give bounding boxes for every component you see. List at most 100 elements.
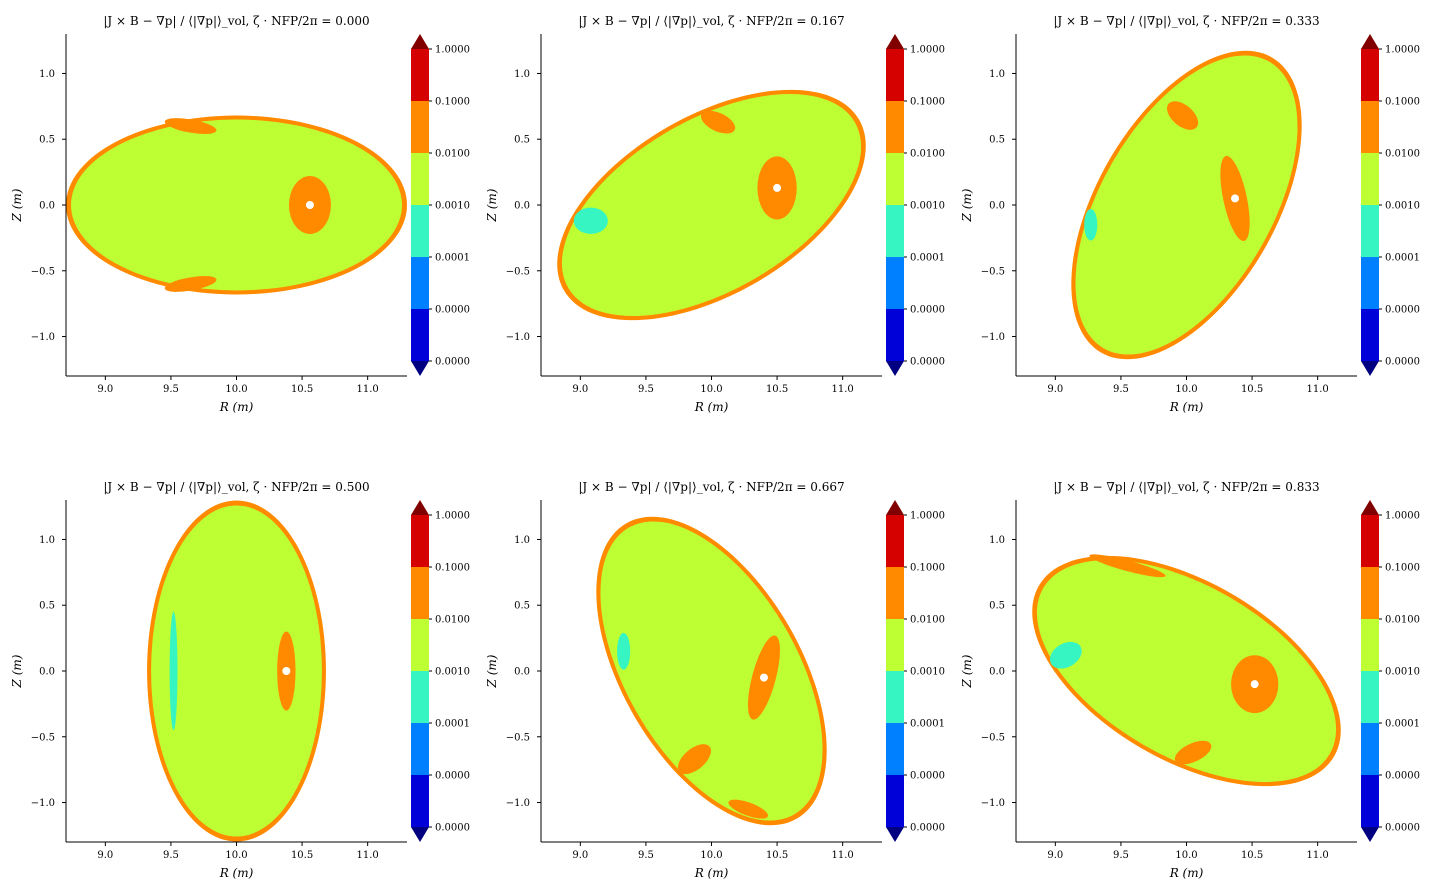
colorbar-tick-label: 0.0000: [435, 305, 470, 316]
colorbar-tick-label: 0.0100: [435, 149, 470, 160]
y-tick-label: 1.0: [989, 535, 1005, 546]
x-tick-label: 10.5: [766, 384, 788, 395]
colorbar: 1.0000 0.1000 0.0100 0.0010 0.0001 0.0000 0.00…: [886, 34, 945, 376]
colorbar-extend-min: [1361, 361, 1379, 376]
x-tick-label: 10.0: [225, 384, 247, 395]
colorbar-tick-label: 0.0000: [910, 823, 945, 834]
y-tick-label: 0.5: [989, 601, 1005, 612]
y-tick-label: 0.5: [39, 135, 55, 146]
x-tick-label: 9.0: [97, 384, 113, 395]
x-tick-label: 11.0: [1307, 850, 1329, 861]
y-tick-label: −1.0: [981, 798, 1005, 809]
y-tick-label: −0.5: [981, 732, 1005, 743]
y-axis-label: Z (m): [10, 654, 24, 688]
x-tick-label: 9.0: [1047, 850, 1063, 861]
colorbar-extend-max: [886, 500, 904, 515]
colorbar-tick-label: 0.0001: [1385, 719, 1420, 730]
subplot-1: |J × B − ∇p| / ⟨|∇p|⟩_vol, ζ · NFP/2π = …: [10, 14, 470, 414]
colorbar-segment: [1361, 309, 1379, 362]
colorbar-extend-min: [1361, 827, 1379, 842]
colorbar-tick-label: 0.0100: [435, 615, 470, 626]
colorbar-segment: [886, 567, 904, 620]
x-tick-label: 11.0: [357, 384, 379, 395]
cross-section: [71, 119, 402, 291]
colorbar-segment: [886, 723, 904, 776]
colorbar-tick-label: 0.0000: [1385, 771, 1420, 782]
colorbar-tick-label: 0.0001: [910, 719, 945, 730]
colorbar: 1.0000 0.1000 0.0100 0.0010 0.0001 0.0000 0.00…: [411, 34, 470, 376]
y-tick-label: 0.0: [39, 201, 55, 212]
y-axis-label: Z (m): [960, 654, 974, 688]
colorbar-extend-max: [411, 34, 429, 49]
y-tick-label: −1.0: [31, 798, 55, 809]
x-tick-label: 10.0: [700, 384, 722, 395]
x-tick-label: 10.0: [1175, 384, 1197, 395]
hotspot-2: [169, 611, 178, 731]
y-tick-label: −0.5: [31, 732, 55, 743]
colorbar-tick-label: 0.1000: [435, 563, 470, 574]
minimum-spot: [1250, 680, 1259, 689]
plot-title: |J × B − ∇p| / ⟨|∇p|⟩_vol, ζ · NFP/2π = …: [103, 14, 369, 28]
y-tick-label: −0.5: [506, 732, 530, 743]
x-tick-label: 10.5: [1241, 850, 1263, 861]
plot-area: [557, 89, 866, 321]
x-tick-label: 11.0: [357, 850, 379, 861]
colorbar-tick-label: 0.0000: [910, 357, 945, 368]
colorbar-extend-max: [1361, 34, 1379, 49]
y-tick-label: −1.0: [506, 798, 530, 809]
colorbar-tick-label: 0.0001: [435, 719, 470, 730]
x-tick-label: 11.0: [832, 850, 854, 861]
hotspot-4: [1049, 641, 1082, 669]
x-tick-label: 9.5: [1113, 384, 1129, 395]
x-axis-label: R (m): [694, 866, 729, 880]
colorbar-segment: [1361, 205, 1379, 258]
colorbar-tick-label: 0.0010: [910, 201, 945, 212]
y-tick-label: −0.5: [506, 266, 530, 277]
colorbar-tick-label: 1.0000: [910, 511, 945, 522]
colorbar-segment: [886, 619, 904, 672]
colorbar-segment: [1361, 515, 1379, 568]
colorbar-tick-label: 0.0010: [435, 667, 470, 678]
x-tick-label: 9.5: [638, 384, 654, 395]
colorbar-tick-label: 0.1000: [435, 97, 470, 108]
colorbar-segment: [411, 153, 429, 206]
colorbar-extend-min: [886, 361, 904, 376]
y-axis-label: Z (m): [485, 654, 499, 688]
colorbar-segment: [411, 775, 429, 828]
x-tick-label: 10.5: [291, 850, 313, 861]
x-tick-label: 9.5: [1113, 850, 1129, 861]
x-tick-label: 11.0: [1307, 384, 1329, 395]
colorbar-segment: [886, 671, 904, 724]
y-tick-label: 0.5: [514, 601, 530, 612]
colorbar-tick-label: 1.0000: [910, 45, 945, 56]
colorbar-tick-label: 0.0000: [910, 771, 945, 782]
cross-section: [1075, 55, 1298, 355]
colorbar-tick-label: 0.0001: [435, 253, 470, 264]
x-axis-label: R (m): [694, 400, 729, 414]
colorbar-extend-min: [886, 827, 904, 842]
x-axis-label: R (m): [219, 866, 254, 880]
plot-area: [1071, 50, 1302, 360]
colorbar-tick-label: 0.0001: [910, 253, 945, 264]
hotspot-3: [1084, 208, 1098, 241]
y-tick-label: −0.5: [981, 266, 1005, 277]
hotspot-2: [677, 744, 711, 775]
y-tick-label: −0.5: [31, 266, 55, 277]
colorbar-segment: [411, 49, 429, 102]
colorbar-tick-label: 1.0000: [435, 45, 470, 56]
colorbar-tick-label: 0.0010: [1385, 667, 1420, 678]
cross-section: [561, 93, 862, 317]
colorbar-segment: [886, 257, 904, 310]
colorbar-segment: [1361, 257, 1379, 310]
plot-area: [66, 115, 407, 295]
colorbar-tick-label: 1.0000: [1385, 45, 1420, 56]
colorbar-segment: [1361, 671, 1379, 724]
cross-section: [1036, 559, 1337, 783]
plot-title: |J × B − ∇p| / ⟨|∇p|⟩_vol, ζ · NFP/2π = …: [578, 14, 844, 28]
plot-title: |J × B − ∇p| / ⟨|∇p|⟩_vol, ζ · NFP/2π = …: [1053, 480, 1319, 494]
hotspot-3: [164, 276, 217, 292]
x-tick-label: 9.0: [572, 384, 588, 395]
hotspot-4: [617, 632, 631, 670]
hotspot-3: [1089, 554, 1166, 578]
